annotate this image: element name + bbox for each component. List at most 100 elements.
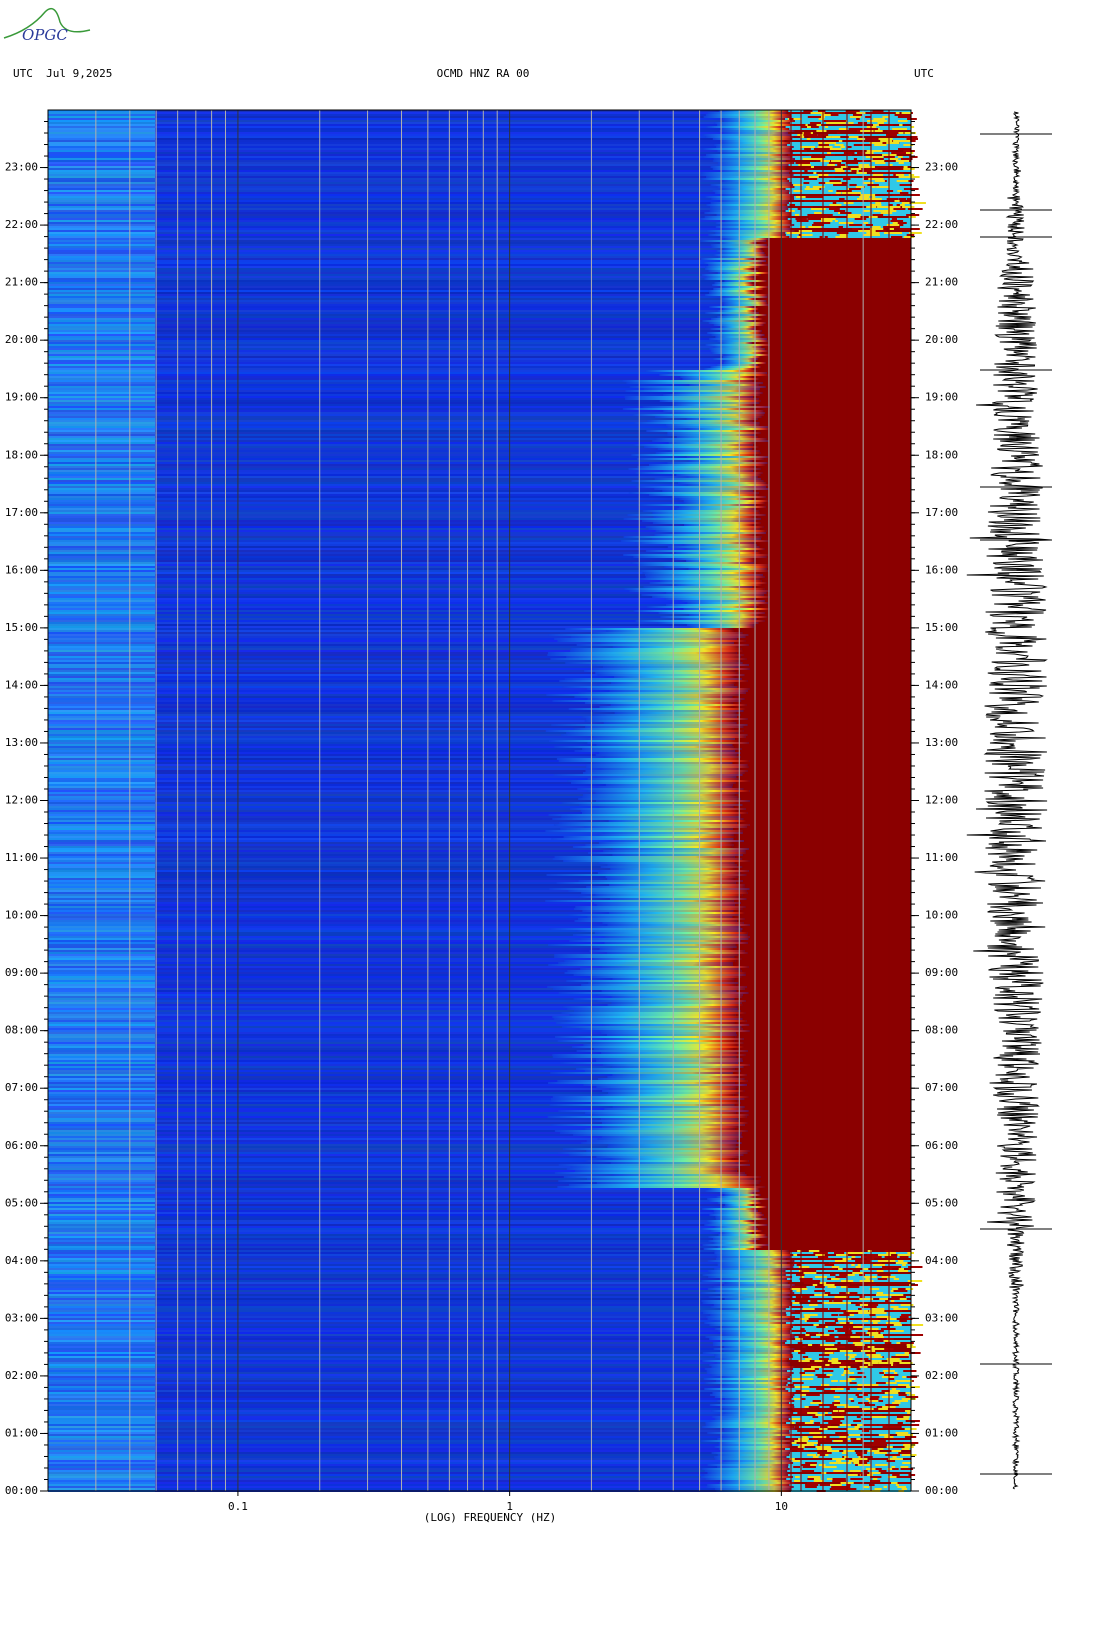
spectrum-row [48, 558, 155, 560]
spectrum-row [48, 634, 155, 636]
spectrum-row [48, 148, 911, 150]
spectrum-row [48, 644, 155, 646]
spectrum-activity [710, 1314, 787, 1316]
spectrum-red [904, 1352, 909, 1354]
spectrum-row [48, 804, 155, 806]
spectrum-row [48, 364, 155, 366]
spectrum-mixed [794, 1366, 911, 1368]
spectrum-red [853, 1462, 860, 1464]
spectrum-red [882, 1396, 894, 1398]
spectrum-red [840, 146, 845, 148]
spectrum-red [897, 1482, 912, 1484]
spectrum-activity [637, 564, 769, 566]
spectrum-row [48, 1082, 155, 1084]
spectrum-activity [588, 852, 746, 854]
spectrum-row [48, 1222, 155, 1224]
spectrum-activity [708, 1240, 757, 1242]
spectrum-red [808, 1250, 820, 1252]
spectrum-row [48, 764, 911, 766]
spectrum-red [834, 1328, 850, 1330]
spectrum-row [48, 1398, 155, 1400]
spectrum-activity [604, 1108, 744, 1110]
spectrum-red [852, 1462, 868, 1464]
spectrum-activity [625, 390, 760, 392]
spectrum-red [886, 1252, 896, 1254]
spectrum-row [48, 192, 911, 194]
spectrum-activity [706, 176, 795, 178]
spectrum-activity [572, 1046, 744, 1048]
spectrum-red [749, 800, 911, 802]
spectrum-red [813, 1432, 821, 1434]
spectrum-row [48, 1438, 155, 1440]
spectrum-red [806, 186, 810, 188]
spectrum-red [902, 1376, 906, 1378]
spectrum-row [48, 1472, 911, 1474]
spectrum-red [763, 480, 911, 482]
spectrum-red [813, 1324, 819, 1326]
spectrum-red [812, 1284, 818, 1286]
spectrum-row [48, 1244, 911, 1246]
spectrum-row [48, 854, 155, 856]
spectrum-row [48, 646, 155, 648]
spectrum-row [48, 670, 911, 672]
spectrum-activity [612, 1074, 747, 1076]
spectrum-red [862, 1338, 873, 1340]
spectrum-row [48, 498, 155, 500]
spectrum-activity [582, 796, 738, 798]
spectrum-row [48, 816, 155, 818]
spectrum-row [48, 636, 155, 638]
spectrum-red [752, 268, 911, 270]
spectrum-mixed [792, 156, 911, 158]
spectrum-row [48, 1224, 911, 1226]
spectrum-activity [667, 432, 761, 434]
spectrum-red [817, 1444, 821, 1446]
spectrum-row [48, 1320, 911, 1322]
spectrum-red [834, 1252, 845, 1254]
spectrum-row [48, 1290, 155, 1292]
spectrum-row [48, 1084, 155, 1086]
spectrum-red [768, 354, 911, 356]
spectrum-activity [558, 992, 749, 994]
spectrum-activity [587, 916, 733, 918]
spectrum-red [868, 216, 878, 218]
spectrum-red [766, 556, 911, 558]
spectrum-red [847, 216, 861, 218]
spectrum-row [48, 572, 155, 574]
spectrum-activity [713, 324, 764, 326]
spectrum-red [823, 1284, 835, 1286]
spectrum-red [830, 1388, 837, 1390]
spectrum-activity [567, 780, 750, 782]
spectrum-row [48, 454, 155, 456]
spectrum-red [857, 192, 861, 194]
spectrum-row [48, 584, 155, 586]
spectrum-row [48, 496, 911, 498]
spectrum-row [48, 908, 155, 910]
spectrum-row [48, 602, 155, 604]
spectrum-activity [570, 782, 736, 784]
spectrum-activity [596, 776, 737, 778]
spectrum-red [843, 1450, 855, 1452]
spectrum-red [849, 1376, 862, 1378]
spectrum-row [48, 776, 911, 778]
spectrum-row [48, 300, 911, 302]
spectrum-row [48, 840, 911, 842]
spectrum-red [740, 798, 911, 800]
spectrum-row [48, 1190, 911, 1192]
spectrum-activity [704, 1470, 788, 1472]
spectrum-red [810, 1420, 814, 1422]
spectrum-red [879, 120, 888, 122]
spectrum-red [749, 1164, 911, 1166]
spectrum-row [48, 1304, 155, 1306]
spectrum-red [749, 1064, 911, 1066]
spectrum-red [836, 1460, 842, 1462]
spectrum-activity [715, 226, 790, 228]
spectrum-red [872, 226, 881, 228]
spectrum-activity [589, 976, 742, 978]
spectrum-row [48, 822, 155, 824]
spectrum-row [48, 748, 155, 750]
spectrum-red [842, 1446, 848, 1448]
y-tick-label: 04:00 [5, 1254, 38, 1267]
spectrum-row [48, 1424, 911, 1426]
spectrum-red [744, 1090, 911, 1092]
spectrum-red [870, 160, 885, 162]
